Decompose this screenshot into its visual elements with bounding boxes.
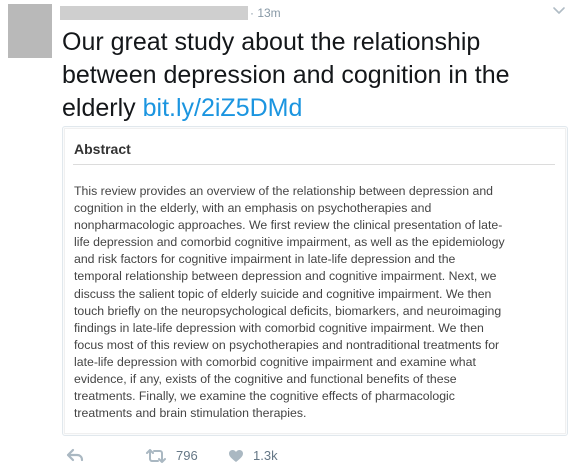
abstract-line: cognition in the elderly, with an emphas… <box>74 201 432 216</box>
abstract-line: late-life depression with comorbid cogni… <box>74 354 476 369</box>
abstract-line: discuss the salient topic of elderly sui… <box>74 286 492 301</box>
abstract-line: and risk factors for cognitive impairmen… <box>74 252 456 267</box>
abstract-line: life depression and comorbid cognitive i… <box>74 235 505 250</box>
abstract-line: treatments and brain stimulation therapi… <box>74 406 307 421</box>
tweet-link[interactable]: bit.ly/2iZ5DMd <box>142 94 303 122</box>
abstract-body: This review provides an overview of the … <box>74 183 560 422</box>
retweet-icon <box>146 449 166 463</box>
abstract-line: nonpharmacologic approaches. We first re… <box>74 218 503 233</box>
tweet-timestamp[interactable]: · 13m <box>250 6 281 20</box>
tweet-text: Our great study about the relationship b… <box>62 26 567 125</box>
abstract-line: focus most of this review on psychothera… <box>74 337 500 352</box>
avatar[interactable] <box>8 4 52 58</box>
retweet-count: 796 <box>176 448 198 463</box>
reply-icon <box>66 448 84 462</box>
retweet-button[interactable]: 796 <box>145 448 198 464</box>
card-image: Abstract This review provides an overvie… <box>64 128 566 434</box>
tweet-actions: 796 1.3k <box>0 446 575 470</box>
abstract-divider <box>73 164 555 165</box>
more-options-button[interactable] <box>551 5 567 17</box>
tweet-text-body: Our great study about the relationship b… <box>62 28 510 122</box>
abstract-line: treatments. Finally, we examine the cogn… <box>74 389 455 404</box>
abstract-heading: Abstract <box>74 141 131 157</box>
abstract-line: temporal relationship between depression… <box>74 269 497 284</box>
reply-button[interactable] <box>66 448 84 462</box>
abstract-line: evidence, if any, exists of the cognitiv… <box>74 372 457 387</box>
user-handle-redacted[interactable] <box>60 6 248 20</box>
like-count: 1.3k <box>253 448 278 463</box>
chevron-down-icon <box>553 7 565 14</box>
abstract-line: findings in late-life depression with co… <box>74 320 484 335</box>
link-preview-card[interactable]: Abstract This review provides an overvie… <box>62 126 568 436</box>
abstract-line: This review provides an overview of the … <box>74 184 494 198</box>
like-button[interactable]: 1.3k <box>228 448 278 464</box>
abstract-line: touch briefly on the neuropsychological … <box>74 303 502 318</box>
heart-icon <box>229 450 243 462</box>
